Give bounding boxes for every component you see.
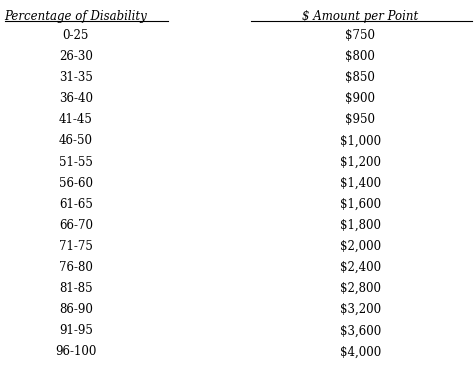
Text: 76-80: 76-80 xyxy=(59,261,93,274)
Text: $1,000: $1,000 xyxy=(340,134,381,147)
Text: 36-40: 36-40 xyxy=(59,92,93,105)
Text: $4,000: $4,000 xyxy=(339,345,381,358)
Text: $2,000: $2,000 xyxy=(340,240,381,253)
Text: $2,400: $2,400 xyxy=(340,261,381,274)
Text: $800: $800 xyxy=(345,50,375,63)
Text: $1,600: $1,600 xyxy=(340,198,381,211)
Text: 96-100: 96-100 xyxy=(55,345,97,358)
Text: 41-45: 41-45 xyxy=(59,113,93,127)
Text: 0-25: 0-25 xyxy=(63,29,89,42)
Text: $750: $750 xyxy=(345,29,375,42)
Text: $1,200: $1,200 xyxy=(340,156,381,169)
Text: 46-50: 46-50 xyxy=(59,134,93,147)
Text: $850: $850 xyxy=(345,71,375,84)
Text: $3,200: $3,200 xyxy=(340,303,381,316)
Text: 71-75: 71-75 xyxy=(59,240,93,253)
Text: $2,800: $2,800 xyxy=(340,282,381,295)
Text: 56-60: 56-60 xyxy=(59,176,93,190)
Text: $ Amount per Point: $ Amount per Point xyxy=(302,10,419,23)
Text: 86-90: 86-90 xyxy=(59,303,93,316)
Text: 91-95: 91-95 xyxy=(59,324,93,337)
Text: $1,400: $1,400 xyxy=(340,176,381,190)
Text: $3,600: $3,600 xyxy=(339,324,381,337)
Text: $1,800: $1,800 xyxy=(340,219,381,232)
Text: $950: $950 xyxy=(345,113,375,127)
Text: 66-70: 66-70 xyxy=(59,219,93,232)
Text: 26-30: 26-30 xyxy=(59,50,93,63)
Text: $900: $900 xyxy=(345,92,375,105)
Text: 31-35: 31-35 xyxy=(59,71,93,84)
Text: 61-65: 61-65 xyxy=(59,198,93,211)
Text: Percentage of Disability: Percentage of Disability xyxy=(4,10,147,23)
Text: 51-55: 51-55 xyxy=(59,156,93,169)
Text: 81-85: 81-85 xyxy=(59,282,92,295)
